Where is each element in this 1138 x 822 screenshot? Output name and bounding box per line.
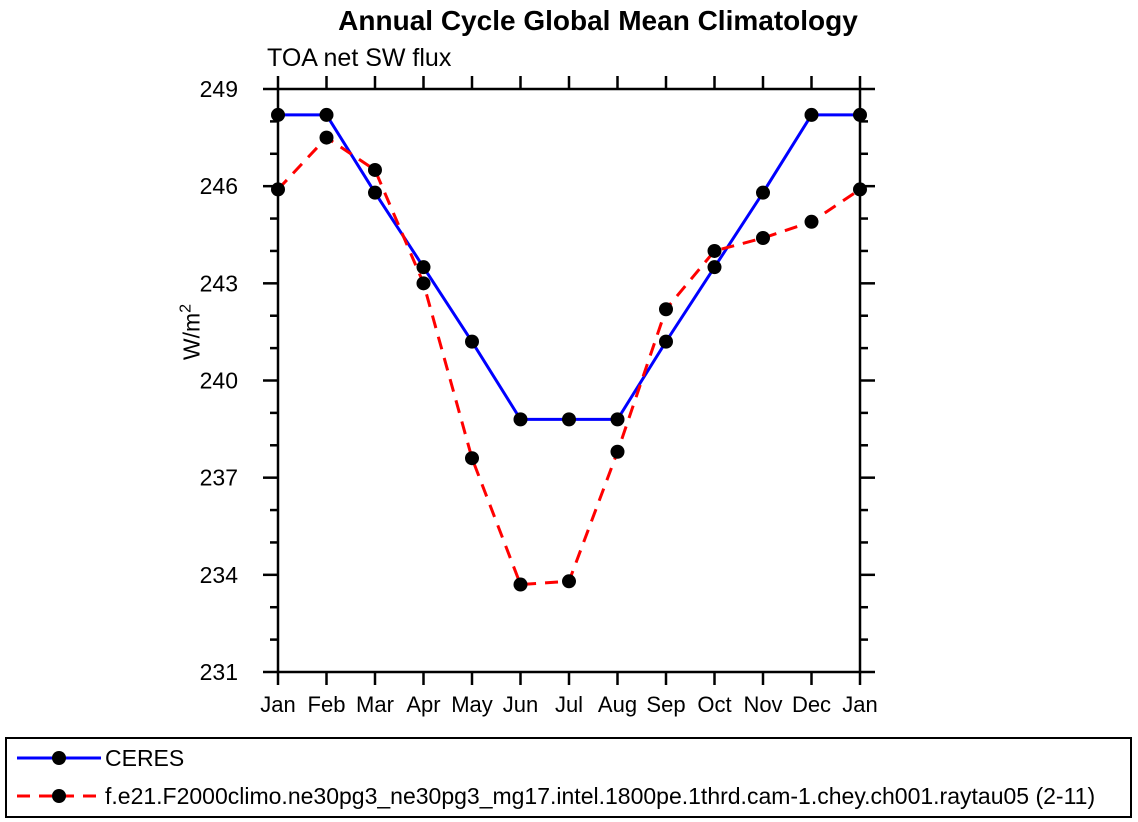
series-0-marker [513, 412, 528, 427]
series-1-marker [319, 130, 334, 145]
y-tick-label: 249 [200, 76, 238, 102]
series-0-marker [562, 412, 576, 427]
series-1-marker [513, 577, 528, 592]
legend-sample-ceres-line-marker [17, 751, 101, 765]
series-1-marker [271, 182, 285, 197]
y-tick-label: 234 [200, 562, 239, 588]
series-0-marker [707, 260, 722, 275]
axes-frame [263, 76, 875, 685]
series-1-marker [416, 276, 431, 291]
series-0-marker [659, 334, 673, 349]
y-tick-label: 231 [200, 659, 238, 685]
series-1-marker [562, 574, 576, 589]
series-0-marker [610, 412, 625, 427]
legend-entry-ceres: CERES [7, 739, 1130, 777]
legend-sample-model-line-marker [17, 789, 101, 803]
legend-marker-1 [52, 789, 66, 803]
series-0-marker [368, 185, 382, 200]
x-tick-label: Feb [308, 692, 346, 717]
x-tick-label: Nov [743, 692, 782, 717]
series-1-marker [465, 451, 479, 466]
y-axis-label-superscript: 2 [176, 303, 195, 313]
series-0-marker [853, 107, 867, 122]
series-0-marker [319, 107, 334, 122]
y-axis-label: W/m2 [177, 304, 206, 360]
x-tick-label: Jul [555, 692, 583, 717]
series-1-marker [610, 444, 625, 459]
y-tick-label: 240 [200, 368, 238, 394]
series-0-marker [465, 334, 479, 349]
x-tick-label: Jan [842, 692, 877, 717]
x-tick-label: Jun [503, 692, 538, 717]
legend-entry-model: f.e21.F2000climo.ne30pg3_ne30pg3_mg17.in… [7, 777, 1130, 815]
series-1-marker [659, 302, 673, 317]
x-tick-label: Dec [792, 692, 831, 717]
series-1-marker [804, 214, 819, 229]
axis-tick-labels: Jan Feb Mar Apr May Jun Jul Aug Sep Oct Nov Dec Jan 2… [200, 76, 878, 717]
plot-area: Jan Feb Mar Apr May Jun Jul Aug Sep Oct Nov Dec Jan 2… [200, 76, 878, 717]
y-tick-label: 237 [200, 465, 238, 491]
chart-subtitle: TOA net SW flux [267, 44, 452, 72]
series-0-marker [804, 107, 819, 122]
x-tick-label: Jan [260, 692, 295, 717]
legend-box: CERES f.e21.F2000climo.ne30pg3_ne30pg3_m… [5, 737, 1132, 818]
x-tick-label: Sep [646, 692, 685, 717]
x-tick-label: Mar [356, 692, 394, 717]
series-1-marker [707, 243, 722, 258]
y-axis-label-text: W/m [178, 312, 205, 361]
series-0-marker [756, 185, 770, 200]
series-0-marker [271, 107, 285, 122]
legend-label-model: f.e21.F2000climo.ne30pg3_ne30pg3_mg17.in… [105, 782, 1096, 809]
series-1-marker [756, 230, 770, 245]
legend-marker-0 [52, 751, 66, 765]
series-line-0 [278, 113, 860, 421]
x-tick-label: May [451, 692, 493, 717]
y-tick-label: 243 [200, 270, 238, 296]
chart-title: Annual Cycle Global Mean Climatology [338, 5, 858, 36]
x-tick-label: Aug [598, 692, 637, 717]
series-0-marker [416, 260, 431, 275]
series-line-1 [276, 135, 861, 587]
x-tick-label: Apr [406, 692, 440, 717]
y-tick-label: 246 [200, 173, 238, 199]
series-1-marker [368, 162, 382, 177]
series-1-marker [853, 182, 867, 197]
legend-label-ceres: CERES [105, 744, 185, 771]
x-tick-label: Oct [697, 692, 731, 717]
